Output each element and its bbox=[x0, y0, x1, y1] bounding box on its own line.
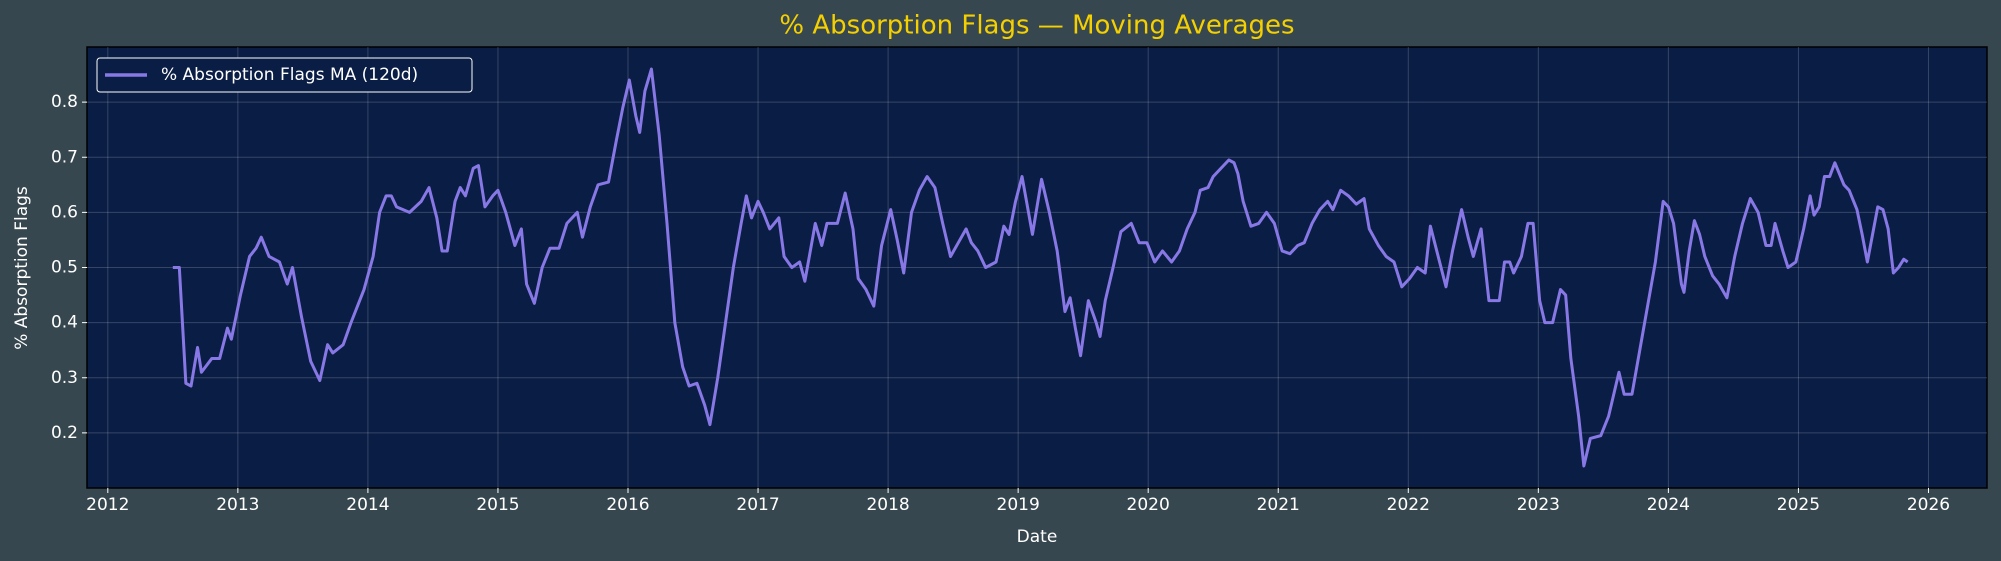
y-tick-label: 0.3 bbox=[51, 368, 78, 388]
y-tick-label: 0.5 bbox=[51, 258, 78, 278]
x-tick-label: 2023 bbox=[1517, 495, 1560, 515]
x-tick-label: 2026 bbox=[1907, 495, 1950, 515]
grid bbox=[87, 47, 1987, 488]
x-tick-label: 2021 bbox=[1257, 495, 1300, 515]
x-tick-label: 2017 bbox=[736, 495, 779, 515]
x-tick-label: 2012 bbox=[86, 495, 129, 515]
x-tick-label: 2018 bbox=[866, 495, 909, 515]
plot-area bbox=[86, 46, 1988, 489]
legend-box bbox=[96, 57, 473, 93]
legend-label: % Absorption Flags MA (120d) bbox=[161, 65, 418, 85]
x-tick-label: 2024 bbox=[1647, 495, 1690, 515]
y-tick-label: 0.2 bbox=[51, 423, 78, 443]
x-tick-label: 2025 bbox=[1777, 495, 1820, 515]
x-tick-label: 2022 bbox=[1387, 495, 1430, 515]
x-tick-label: 2014 bbox=[346, 495, 389, 515]
x-axis-label: Date bbox=[1017, 527, 1058, 547]
marks bbox=[172, 67, 1909, 468]
y-tick-label: 0.4 bbox=[51, 313, 78, 333]
x-tick-label: 2020 bbox=[1127, 495, 1170, 515]
x-tick-label: 2019 bbox=[997, 495, 1040, 515]
series-line bbox=[172, 67, 1909, 468]
y-tick-label: 0.7 bbox=[51, 147, 78, 167]
y-axis-label: % Absorption Flags bbox=[12, 186, 32, 350]
y-tick-label: 0.8 bbox=[51, 92, 78, 112]
x-tick-label: 2013 bbox=[216, 495, 259, 515]
y-tick-label: 0.6 bbox=[51, 202, 78, 222]
x-tick-label: 2016 bbox=[606, 495, 649, 515]
legend: % Absorption Flags MA (120d) bbox=[96, 57, 473, 93]
chart-title: % Absorption Flags — Moving Averages bbox=[779, 11, 1294, 41]
x-tick-label: 2015 bbox=[476, 495, 519, 515]
